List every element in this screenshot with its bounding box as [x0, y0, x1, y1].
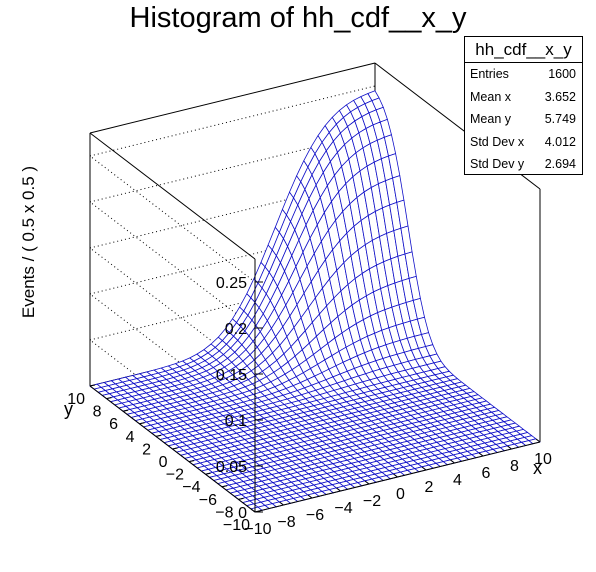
frame-edge [89, 62, 376, 134]
x-tick [393, 473, 398, 478]
x-tick-label: −2 [363, 493, 381, 510]
surface-mesh [89, 90, 541, 513]
x-tick-label: −10 [244, 521, 271, 538]
x-tick [307, 494, 313, 499]
y-tick-label: −10 [223, 517, 250, 534]
x-tick-label: −8 [277, 514, 295, 531]
x-tick-label: 10 [534, 451, 552, 468]
y-tick-label: 2 [142, 441, 151, 458]
x-tick-label: 6 [482, 465, 491, 482]
y-tick-label: −2 [166, 467, 184, 484]
x-tick [336, 487, 341, 492]
stats-label: Mean x [470, 89, 511, 104]
y-tick-label: 4 [126, 429, 135, 446]
stats-row-entries: Entries 1600 [465, 63, 582, 86]
z-gridline [89, 85, 376, 157]
x-tick-label: 0 [396, 486, 405, 503]
x-tick [507, 445, 512, 450]
stats-label: Entries [470, 67, 509, 81]
y-tick-label: 10 [67, 391, 85, 408]
y-tick-label: −6 [199, 492, 217, 509]
x-tick [535, 438, 541, 443]
x-tick [364, 480, 370, 485]
stats-row-stddev-y: Std Dev y 2.694 [465, 153, 582, 176]
x-tick-label: 8 [510, 458, 519, 475]
axes: −10 −8 −6 −4 −2 0 2 4 6 8 10−10−8−6−4−2024681000.0… [67, 259, 552, 538]
x-tick [421, 466, 427, 471]
x-tick [478, 452, 484, 457]
z-axis-label: Events / ( 0.5 x 0.5 ) [19, 166, 38, 318]
stats-value: 5.749 [544, 112, 576, 126]
z-gridline [89, 201, 256, 329]
x-tick-label: 4 [453, 472, 462, 489]
x-tick [450, 459, 455, 464]
stats-label: Std Dev y [470, 157, 525, 171]
stats-row-stddev-x: Std Dev x 4.012 [465, 131, 582, 154]
y-tick [106, 397, 112, 400]
y-tick [188, 460, 195, 463]
y-tick-label: 6 [109, 416, 118, 433]
stats-value: 3.652 [544, 89, 576, 104]
z-tick-label: 0 [238, 505, 247, 522]
z-gridline [89, 155, 256, 283]
stats-label: Std Dev x [470, 134, 525, 149]
x-tick-label: −4 [334, 500, 352, 517]
stats-row-mean-y: Mean y 5.749 [465, 108, 582, 131]
stats-label: Mean y [470, 112, 511, 126]
y-tick-label: −4 [182, 479, 200, 496]
y-tick [238, 497, 244, 500]
stats-row-mean-x: Mean x 3.652 [465, 86, 582, 109]
y-tick [221, 485, 228, 488]
frame-edge [89, 132, 256, 260]
stats-value: 1600 [548, 67, 576, 81]
z-tick-label: 0.15 [216, 367, 247, 384]
stats-value: 2.694 [544, 157, 576, 171]
stats-value: 4.012 [544, 134, 576, 149]
stats-box: hh_cdf__x_y Entries 1600 Mean x 3.652 Me… [464, 36, 583, 175]
y-tick [155, 434, 162, 437]
z-tick-label: 0.1 [225, 413, 247, 430]
y-tick [139, 422, 145, 425]
y-tick [89, 384, 96, 387]
y-tick-label: 8 [93, 404, 102, 421]
y-tick-label: −8 [215, 504, 233, 521]
chart-title: Histogram of hh_cdf__x_y [129, 2, 467, 34]
y-tick [172, 447, 178, 450]
y-tick-label: 0 [159, 454, 168, 471]
y-tick [205, 472, 211, 475]
x-axis-label: x [533, 458, 542, 478]
x-tick-label: 2 [425, 479, 434, 496]
x-tick [279, 501, 284, 506]
y-axis-label: y [64, 399, 73, 419]
z-tick-label: 0.25 [216, 275, 247, 292]
z-tick-label: 0.05 [216, 459, 247, 476]
x-tick-label: −6 [306, 507, 324, 524]
y-tick [122, 409, 129, 412]
x-tick [250, 508, 256, 513]
stats-title: hh_cdf__x_y [465, 37, 582, 63]
z-tick-label: 0.2 [225, 321, 247, 338]
